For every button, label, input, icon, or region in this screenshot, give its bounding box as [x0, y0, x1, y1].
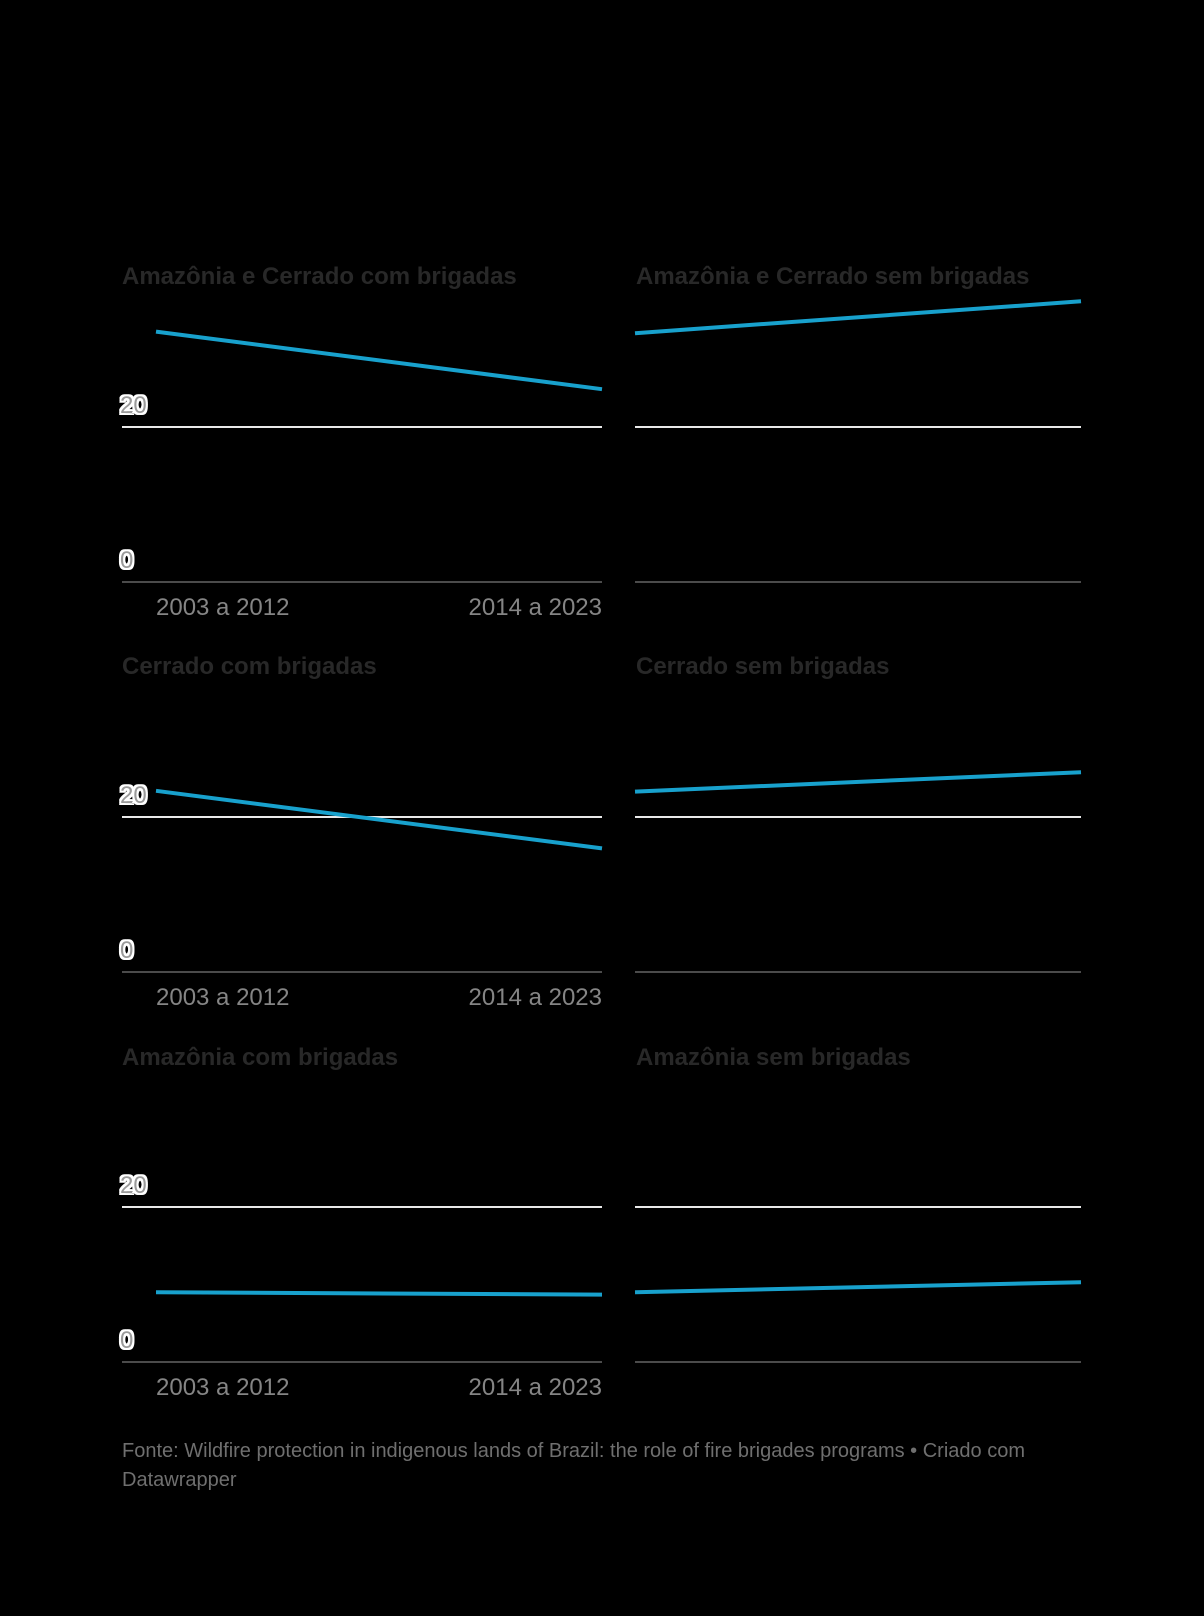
panel-title: Amazônia sem brigadas	[636, 1044, 911, 1071]
x-tick-label-last: 2014 a 2023	[468, 984, 602, 1011]
panel-title: Cerrado sem brigadas	[636, 653, 890, 680]
x-tick-label-last: 2014 a 2023	[468, 594, 602, 621]
x-axis-labels: 2003 a 2012 2014 a 2023	[156, 1374, 602, 1402]
y-tick-label-0: 0	[120, 547, 134, 574]
y-tick-label-20: 20	[120, 391, 147, 419]
x-axis-labels: 2003 a 2012 2014 a 2023	[156, 594, 602, 622]
axis-line-0	[122, 1361, 602, 1363]
y-tick-label-20: 20	[120, 1172, 147, 1199]
panel-title: Amazônia e Cerrado com brigadas	[122, 263, 517, 290]
gridline-20	[122, 1206, 602, 1208]
series-line-cerrado-com-brigadas	[155, 788, 603, 851]
axis-line-0	[635, 971, 1081, 973]
x-axis-labels: 2003 a 2012 2014 a 2023	[156, 984, 602, 1012]
axis-line-0	[122, 971, 602, 973]
gridline-20	[122, 425, 602, 428]
y-tick-label-0: 0	[120, 1327, 134, 1354]
axis-line-0	[635, 1361, 1081, 1363]
axis-line-0	[635, 581, 1081, 583]
series-line-cerrado-sem-brigadas	[634, 770, 1082, 794]
x-tick-label-last: 2014 a 2023	[468, 1374, 602, 1401]
gridline-20	[635, 425, 1081, 428]
gridline-20	[635, 815, 1081, 818]
x-tick-label-first: 2003 a 2012	[156, 594, 290, 621]
x-tick-label-first: 2003 a 2012	[156, 1374, 290, 1401]
series-line-amazonia-e-cerrado-com-brigadas	[155, 329, 603, 392]
axis-line-0	[122, 581, 602, 583]
y-tick-label-0: 0	[120, 937, 134, 964]
series-line-amazonia-sem-brigadas	[634, 1280, 1082, 1295]
gridline-20	[122, 815, 602, 818]
panel-title: Amazônia com brigadas	[122, 1044, 399, 1071]
panel-title: Amazônia e Cerrado sem brigadas	[636, 263, 1030, 290]
series-line-amazonia-e-cerrado-sem-brigadas	[634, 299, 1082, 336]
source-footer: Fonte: Wildfire protection in indigenous…	[122, 1440, 1025, 1491]
y-tick-label-20: 20	[120, 781, 147, 809]
gridline-20	[635, 1206, 1081, 1208]
x-tick-label-first: 2003 a 2012	[156, 984, 290, 1011]
series-line-amazonia-com-brigadas	[155, 1290, 603, 1297]
panel-title: Cerrado com brigadas	[122, 653, 377, 680]
